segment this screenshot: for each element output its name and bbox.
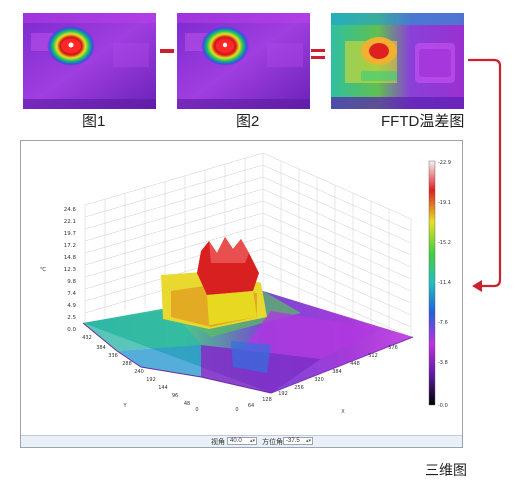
colorbar-tick: -7.6 [438, 320, 448, 326]
caption-three-d: 三维图 [425, 462, 467, 478]
x-tick-label: 576 [388, 345, 398, 351]
azimuth-label: 方位角 [262, 439, 283, 446]
y-tick-label: 336 [108, 353, 118, 359]
z-tick-label: 14.8 [64, 255, 77, 261]
x-tick-label: 256 [294, 385, 304, 391]
azimuth-spinbox[interactable]: -37.5 ▴▾ [283, 437, 313, 445]
spin-arrows-icon[interactable]: ▴▾ [249, 438, 255, 444]
z-tick-label: 19.7 [64, 231, 77, 237]
x-tick-label: 320 [314, 377, 324, 383]
y-tick-label: 432 [82, 335, 92, 341]
y-tick-label: 240 [134, 369, 144, 375]
x-tick-label: 0 [235, 407, 238, 413]
view-controls-bar: 视角 40.0 ▴▾ 方位角 -37.5 ▴▾ [21, 435, 462, 447]
elevation-spinbox[interactable]: 40.0 ▴▾ [227, 437, 257, 445]
colorbar-tick: -19.1 [438, 200, 451, 206]
y-tick-label: 0 [195, 407, 198, 413]
x-axis: 0 64 128 192 256 320 384 448 512 576 X [235, 345, 397, 415]
colorbar-tick: -3.8 [438, 360, 448, 366]
fftd-difference-image [331, 13, 464, 109]
z-tick-label: 9.8 [67, 279, 76, 285]
equals-operator [311, 56, 325, 59]
y-tick-label: 96 [172, 393, 178, 399]
thermal-image-1 [23, 13, 156, 109]
colorbar: -22.9 -19.1 -15.2 -11.4 -7.6 -3.8 -0.0 [428, 160, 451, 409]
x-tick-label: 448 [350, 361, 360, 367]
y-tick-label: 288 [122, 361, 132, 367]
z-tick-label: 2.5 [67, 315, 76, 321]
y-tick-label: 48 [184, 401, 190, 407]
colorbar-tick: -22.9 [438, 160, 451, 166]
z-tick-label: 24.6 [64, 207, 77, 213]
arrow-right-down-left-icon [468, 58, 502, 292]
z-axis-label: ℃ [40, 266, 46, 273]
x-tick-label: 128 [262, 397, 272, 403]
colorbar-tick: -15.2 [438, 240, 451, 246]
z-tick-label: 22.1 [64, 219, 76, 225]
y-tick-label: 144 [158, 385, 168, 391]
temperature-surface [82, 237, 414, 394]
caption-image-1: 图1 [82, 113, 106, 130]
z-axis: 24.6 22.1 19.7 17.2 14.8 12.3 9.8 7.4 4.… [40, 207, 77, 333]
minus-operator [160, 49, 174, 53]
y-tick-label: 192 [146, 377, 156, 383]
z-tick-label: 12.3 [64, 267, 77, 273]
equals-operator [311, 49, 325, 52]
elevation-value: 40.0 [230, 438, 242, 444]
caption-fftd-difference: FFTD温差图 [381, 113, 465, 130]
x-tick-label: 384 [332, 369, 342, 375]
three-d-surface-plot[interactable]: 24.6 22.1 19.7 17.2 14.8 12.3 9.8 7.4 4.… [21, 141, 462, 435]
colorbar-tick: -11.4 [438, 280, 451, 286]
y-axis-label: Y [122, 403, 127, 409]
y-axis: 432 384 336 288 240 192 144 96 48 0 Y [82, 335, 198, 413]
thermal-image-2 [177, 13, 310, 109]
spin-arrows-icon[interactable]: ▴▾ [305, 438, 311, 444]
three-d-viewer-window: 24.6 22.1 19.7 17.2 14.8 12.3 9.8 7.4 4.… [20, 140, 463, 448]
caption-image-2: 图2 [236, 113, 260, 130]
azimuth-value: -37.5 [286, 438, 300, 444]
z-tick-label: 7.4 [67, 291, 76, 297]
elevation-label: 视角 [211, 439, 225, 446]
colorbar-tick: -0.0 [438, 403, 448, 409]
x-axis-label: X [341, 409, 345, 415]
x-tick-label: 192 [278, 391, 288, 397]
x-tick-label: 512 [368, 353, 378, 359]
z-tick-label: 4.9 [67, 303, 76, 309]
z-tick-label: 0.0 [67, 327, 76, 333]
x-tick-label: 64 [248, 403, 254, 409]
y-tick-label: 384 [96, 345, 106, 351]
plot-grid [84, 152, 412, 338]
z-tick-label: 17.2 [64, 243, 76, 249]
